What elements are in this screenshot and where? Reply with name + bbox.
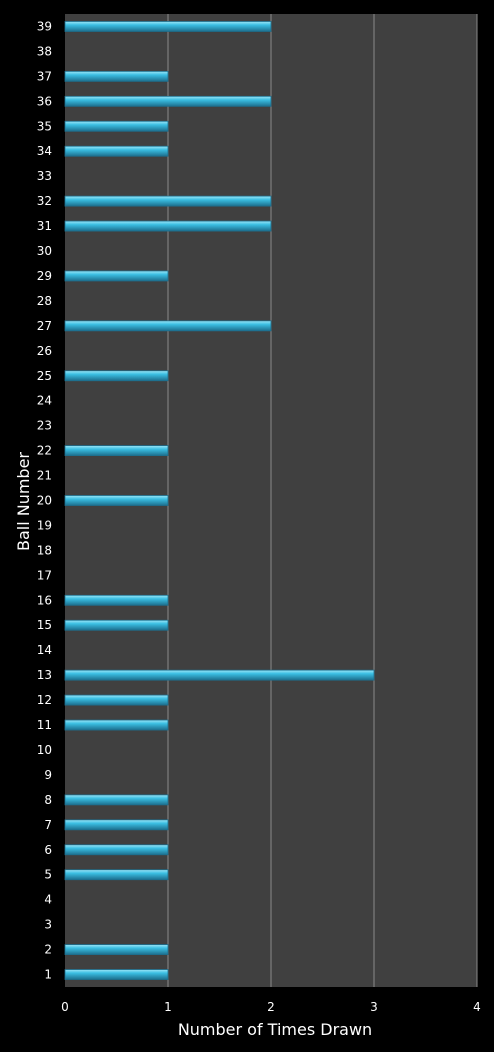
bar <box>64 495 169 506</box>
y-tick-label: 37 <box>37 69 52 83</box>
y-tick-label: 15 <box>37 618 52 632</box>
y-tick-label: 32 <box>37 194 52 208</box>
y-tick-label: 13 <box>37 668 52 682</box>
y-tick-label: 34 <box>37 144 52 158</box>
bar <box>64 120 169 132</box>
y-tick-label: 24 <box>37 394 52 408</box>
y-tick-label: 19 <box>37 518 52 532</box>
bar <box>64 844 169 856</box>
x-tick-label: 0 <box>61 1000 69 1014</box>
y-tick-label: 4 <box>44 893 52 907</box>
y-tick-label: 14 <box>37 643 52 657</box>
y-tick-label: 10 <box>37 743 52 757</box>
y-tick-label: 20 <box>37 494 52 508</box>
bar <box>64 694 169 706</box>
bar <box>64 270 169 282</box>
bar <box>64 619 169 631</box>
bar <box>64 95 272 107</box>
y-tick-label: 7 <box>44 818 52 832</box>
bar <box>64 445 169 457</box>
y-tick-labels: 1234567891011121314151617181920212223242… <box>37 19 52 981</box>
y-tick-label: 22 <box>37 444 52 458</box>
y-tick-label: 29 <box>37 269 52 283</box>
x-tick-label: 1 <box>164 1000 172 1014</box>
bar <box>64 594 169 606</box>
bar <box>64 794 169 806</box>
y-tick-label: 3 <box>44 918 52 932</box>
x-tick-labels: 0 1 2 3 4 <box>61 1000 481 1014</box>
y-tick-label: 12 <box>37 693 52 707</box>
y-tick-label: 11 <box>37 718 52 732</box>
y-tick-label: 28 <box>37 294 52 308</box>
x-tick-label: 4 <box>473 1000 481 1014</box>
y-axis-title: Ball Number <box>14 452 33 551</box>
y-tick-label: 35 <box>37 119 52 133</box>
bar <box>64 370 169 382</box>
y-tick-label: 38 <box>37 44 52 58</box>
x-tick-label: 2 <box>267 1000 275 1014</box>
x-tick-label: 3 <box>370 1000 378 1014</box>
bar <box>64 320 272 332</box>
bar <box>64 21 272 32</box>
y-tick-label: 31 <box>37 219 52 233</box>
bar <box>64 70 169 82</box>
bar <box>64 669 375 681</box>
y-tick-label: 16 <box>37 593 52 607</box>
y-tick-label: 30 <box>37 244 52 258</box>
y-tick-label: 23 <box>37 419 52 433</box>
y-tick-label: 5 <box>44 868 52 882</box>
bar <box>64 944 169 955</box>
bars <box>64 21 375 980</box>
y-tick-label: 6 <box>44 843 52 857</box>
bar <box>64 719 169 731</box>
y-tick-label: 39 <box>37 19 52 33</box>
bar <box>64 220 272 232</box>
y-tick-label: 33 <box>37 169 52 183</box>
y-tick-label: 27 <box>37 319 52 333</box>
y-tick-label: 26 <box>37 344 52 358</box>
x-axis-title: Number of Times Drawn <box>178 1020 372 1039</box>
bar <box>64 195 272 207</box>
y-tick-label: 18 <box>37 543 52 557</box>
bar <box>64 145 169 157</box>
y-tick-label: 17 <box>37 568 52 582</box>
y-tick-label: 1 <box>44 968 52 982</box>
bar <box>64 969 169 980</box>
y-tick-label: 25 <box>37 369 52 383</box>
bar <box>64 819 169 831</box>
y-tick-label: 9 <box>44 768 52 782</box>
bar <box>64 869 169 881</box>
y-tick-label: 8 <box>44 793 52 807</box>
y-tick-label: 36 <box>37 94 52 108</box>
y-tick-label: 21 <box>37 469 52 483</box>
y-tick-label: 2 <box>44 943 52 957</box>
